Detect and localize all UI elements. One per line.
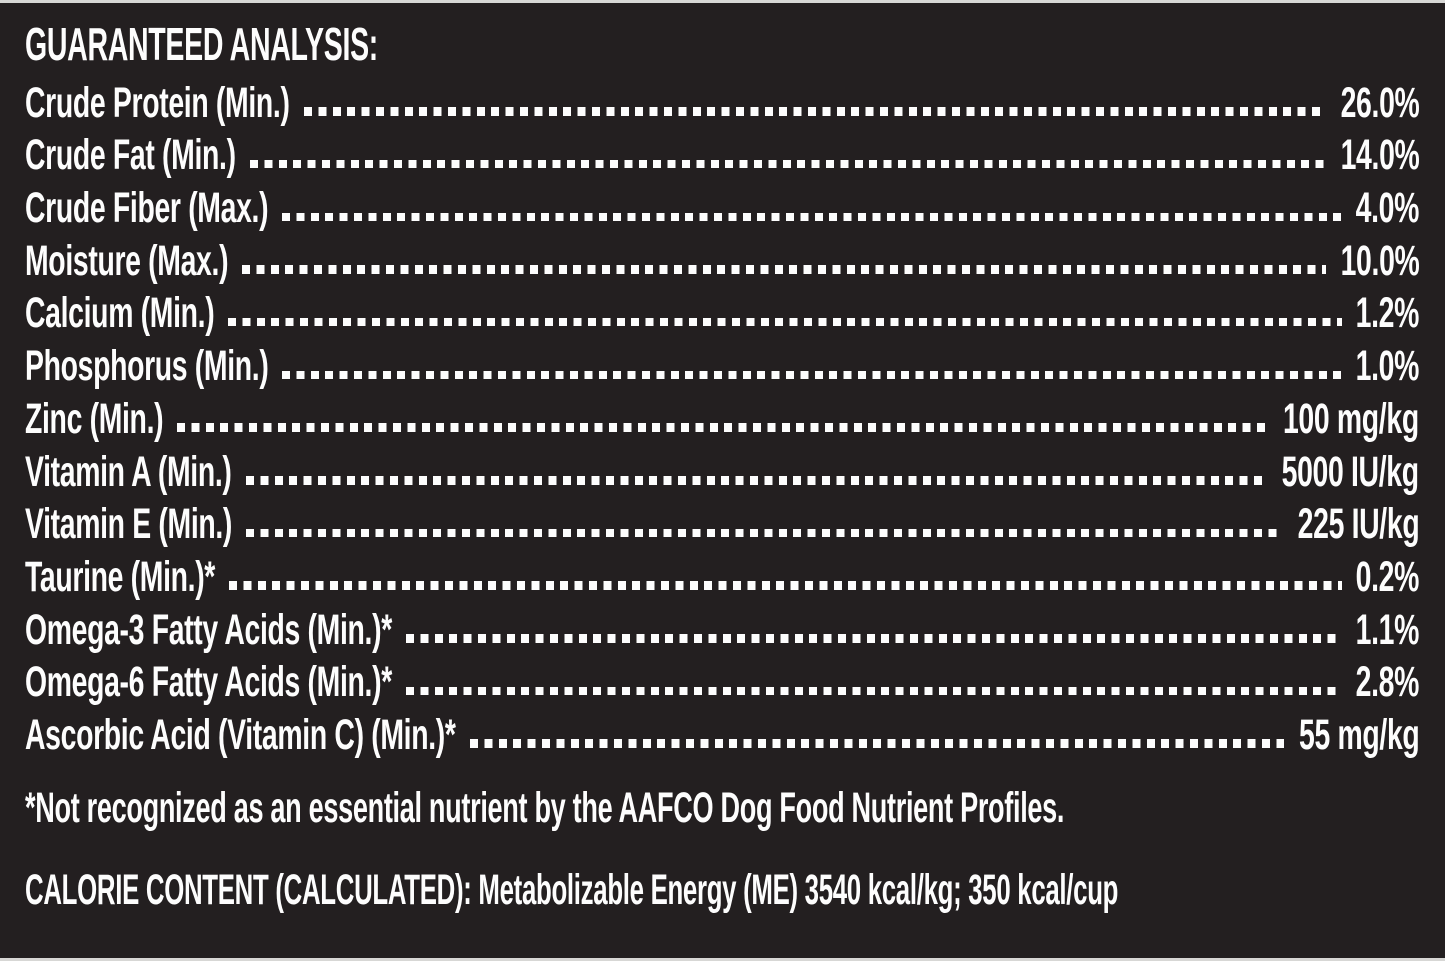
dotted-leader: [405, 686, 1342, 696]
nutrient-row: Zinc (Min.) 100 mg/kg: [25, 388, 1419, 441]
calorie-content: CALORIE CONTENT (CALCULATED): Metaboliza…: [25, 865, 1119, 914]
nutrient-label: Omega-3 Fatty Acids (Min.)*: [25, 605, 392, 654]
dotted-leader: [245, 528, 1284, 538]
nutrient-row: Moisture (Max.) 10.0%: [25, 230, 1419, 283]
nutrient-label: Phosphorus (Min.): [25, 342, 269, 391]
nutrient-row: Vitamin E (Min.) 225 IU/kg: [25, 494, 1419, 547]
nutrient-row: Omega-3 Fatty Acids (Min.)* 1.1%: [25, 599, 1419, 652]
nutrient-value: 4.0%: [1355, 184, 1420, 233]
nutrient-row: Crude Fat (Min.) 14.0%: [25, 125, 1419, 178]
nutrient-label: Crude Protein (Min.): [25, 78, 290, 127]
nutrient-label: Taurine (Min.)*: [25, 552, 216, 601]
nutrient-label: Moisture (Max.): [25, 236, 229, 285]
nutrient-value: 26.0%: [1340, 78, 1419, 127]
nutrient-row: Ascorbic Acid (Vitamin C) (Min.)* 55 mg/…: [25, 704, 1419, 757]
nutrient-label: Vitamin E (Min.): [25, 500, 233, 549]
section-title: GUARANTEED ANALYSIS:: [25, 18, 378, 70]
nutrient-row: Crude Fiber (Max.) 4.0%: [25, 177, 1419, 230]
nutrient-value: 1.0%: [1355, 342, 1420, 391]
nutrient-row: Crude Protein (Min.) 26.0%: [25, 72, 1419, 125]
nutrient-row: Taurine (Min.)* 0.2%: [25, 546, 1419, 599]
nutrient-value: 14.0%: [1340, 131, 1419, 180]
bottom-edge-strip: [0, 958, 1445, 961]
nutrient-value: 225 IU/kg: [1297, 500, 1419, 549]
nutrient-label: Crude Fat (Min.): [25, 131, 236, 180]
dotted-leader: [282, 212, 1342, 222]
nutrient-label: Ascorbic Acid (Vitamin C) (Min.)*: [25, 710, 456, 759]
nutrient-value: 1.2%: [1355, 289, 1420, 338]
nutrient-label: Vitamin A (Min.): [25, 447, 232, 496]
nutrient-table: Crude Protein (Min.) 26.0% Crude Fat (Mi…: [25, 72, 1419, 757]
dotted-leader: [249, 159, 1327, 169]
nutrient-label: Crude Fiber (Max.): [25, 184, 269, 233]
nutrient-label: Calcium (Min.): [25, 289, 215, 338]
dotted-leader: [229, 581, 1342, 590]
footnote: *Not recognized as an essential nutrient…: [25, 783, 1065, 832]
dotted-leader: [177, 423, 1270, 432]
dotted-leader: [245, 476, 1268, 485]
nutrient-value: 100 mg/kg: [1283, 394, 1419, 443]
dotted-leader: [228, 317, 1342, 327]
top-edge-strip: [0, 0, 1445, 3]
dotted-leader: [242, 265, 1327, 274]
nutrient-value: 10.0%: [1340, 236, 1419, 285]
nutrient-label: Zinc (Min.): [25, 394, 164, 443]
dotted-leader: [469, 739, 1285, 748]
dotted-leader: [405, 634, 1342, 643]
nutrient-value: 1.1%: [1355, 605, 1420, 654]
nutrient-row: Omega-6 Fatty Acids (Min.)* 2.8%: [25, 652, 1419, 705]
nutrient-value: 0.2%: [1355, 552, 1420, 601]
nutrient-row: Vitamin A (Min.) 5000 IU/kg: [25, 441, 1419, 494]
nutrient-row: Calcium (Min.) 1.2%: [25, 283, 1419, 336]
nutrient-value: 55 mg/kg: [1298, 710, 1420, 759]
nutrient-row: Phosphorus (Min.) 1.0%: [25, 335, 1419, 388]
nutrient-label: Omega-6 Fatty Acids (Min.)*: [25, 658, 392, 707]
dotted-leader: [303, 107, 1327, 116]
nutrient-value: 2.8%: [1355, 658, 1420, 707]
dotted-leader: [282, 370, 1342, 380]
nutrient-value: 5000 IU/kg: [1281, 447, 1419, 496]
